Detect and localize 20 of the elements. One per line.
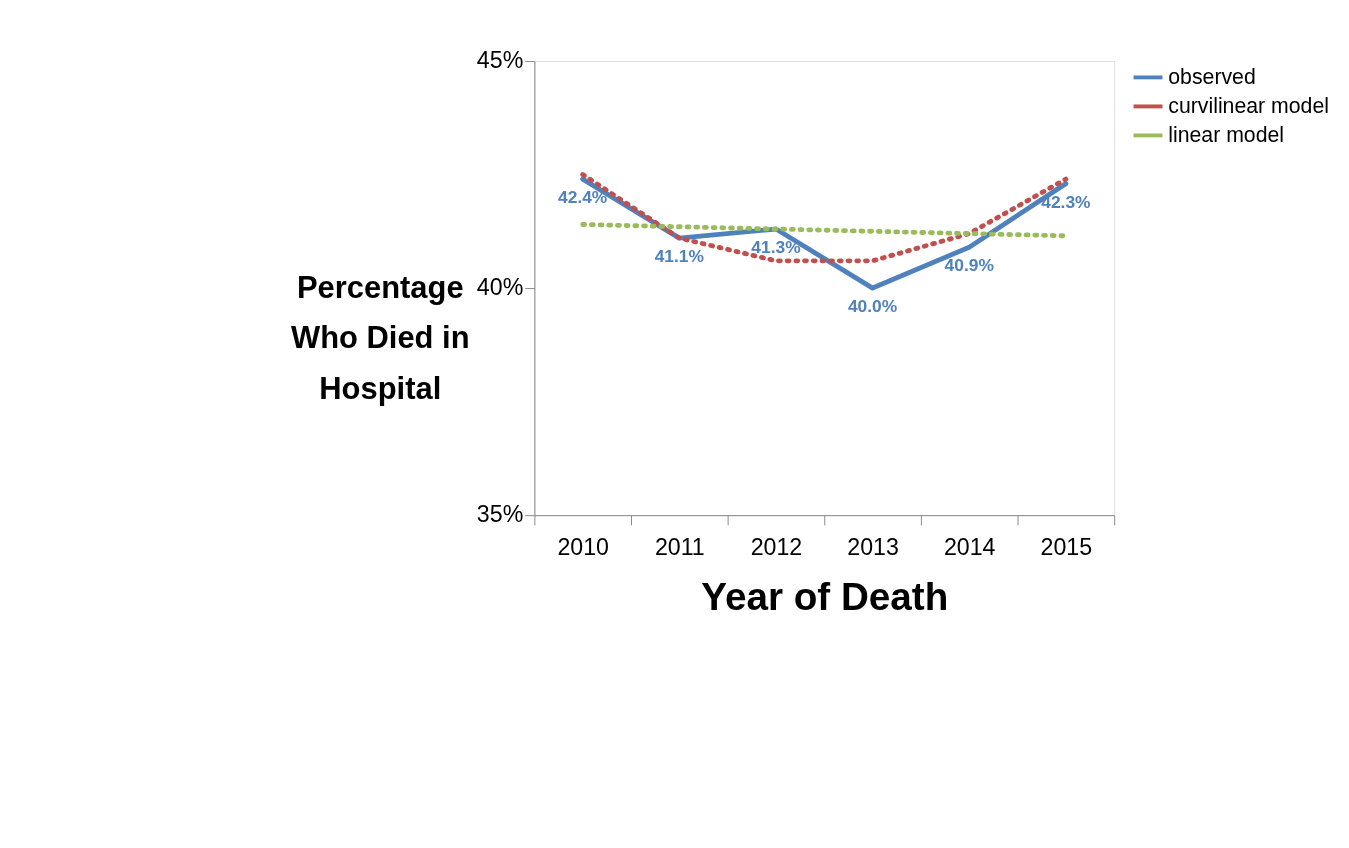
legend-label: observed	[1168, 65, 1256, 90]
data-label: 40.9%	[944, 255, 994, 276]
x-tick-label: 2011	[654, 534, 705, 561]
y-tick-label: 45%	[476, 47, 524, 74]
data-label: 42.4%	[558, 187, 608, 208]
legend-label: linear model	[1168, 123, 1285, 148]
legend-label: curvilinear model	[1168, 94, 1329, 119]
x-tick-label: 2012	[750, 534, 803, 561]
y-tick-label: 35%	[476, 501, 524, 528]
data-label: 41.1%	[654, 246, 704, 267]
data-label: 41.3%	[751, 237, 801, 258]
x-tick-label: 2015	[1040, 534, 1093, 561]
data-label: 40.0%	[847, 296, 898, 317]
y-tick-label: 40%	[476, 274, 524, 301]
x-tick-label: 2010	[557, 534, 609, 561]
data-label: 42.3%	[1041, 191, 1091, 212]
x-tick-label: 2013	[847, 534, 899, 561]
x-axis-title: Year of Death	[701, 575, 949, 619]
x-tick-label: 2014	[943, 534, 996, 561]
y-axis-title: Percentage Who Died in Hospital	[290, 270, 470, 406]
